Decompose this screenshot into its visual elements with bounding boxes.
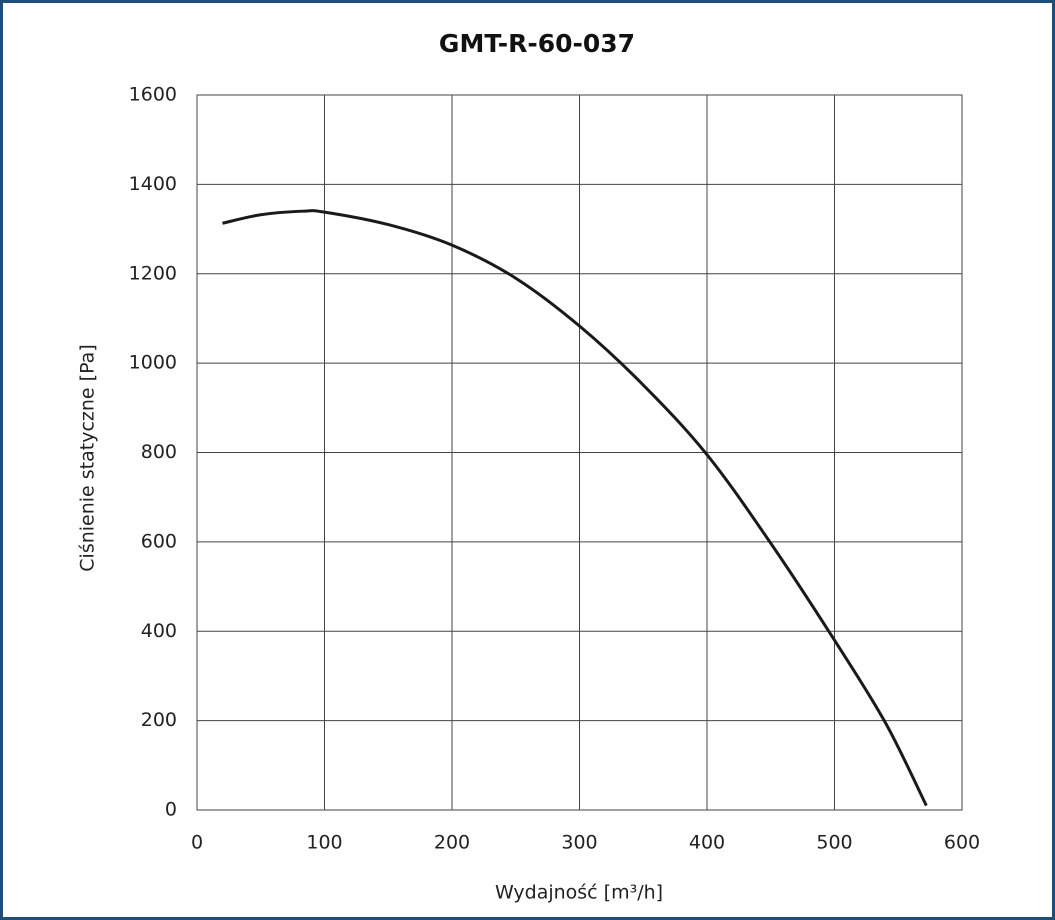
y-tick-label: 1600: [129, 84, 177, 106]
x-tick-label: 400: [689, 832, 725, 854]
y-tick-label: 600: [141, 530, 177, 552]
y-tick-label: 0: [165, 799, 177, 821]
y-tick-label: 800: [141, 441, 177, 463]
x-tick-label: 500: [816, 832, 852, 854]
curve: [222, 209, 928, 807]
chart-title: GMT-R-60-037: [439, 29, 635, 58]
x-tick-label: 200: [434, 832, 470, 854]
y-tick-label: 1200: [129, 262, 177, 284]
y-tick-label: 200: [141, 709, 177, 731]
y-tick-label: 1000: [129, 352, 177, 374]
x-axis-label: Wydajność [m³/h]: [495, 882, 663, 904]
x-tick-label: 300: [561, 832, 597, 854]
x-tick-label: 600: [944, 832, 980, 854]
y-tick-label: 400: [141, 620, 177, 642]
x-tick-label: 100: [306, 832, 342, 854]
y-tick-label: 1400: [129, 173, 177, 195]
y-axis-label: Ciśnienie statyczne [Pa]: [77, 344, 99, 571]
x-tick-label: 0: [191, 832, 203, 854]
